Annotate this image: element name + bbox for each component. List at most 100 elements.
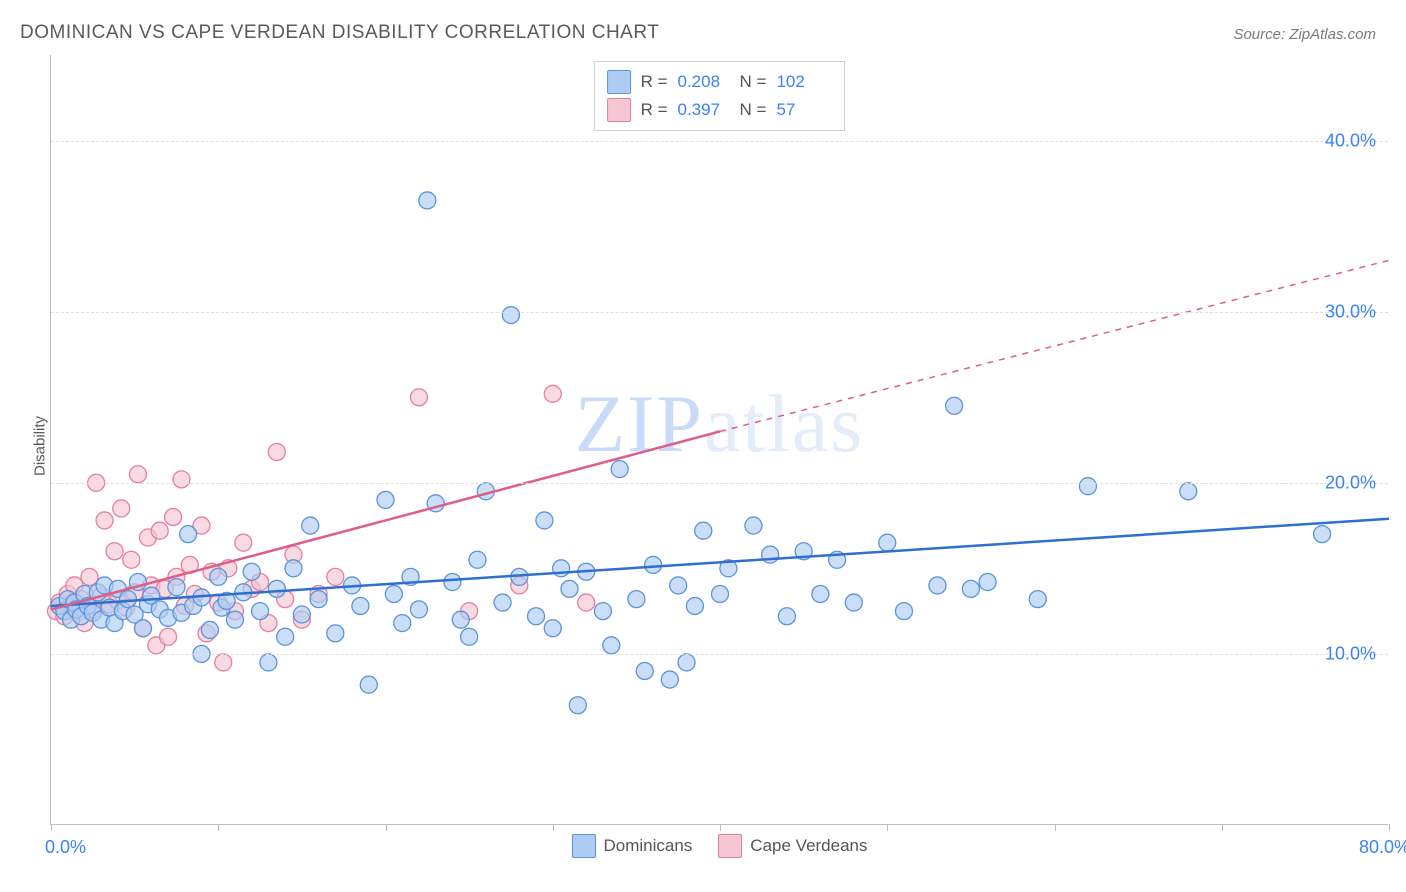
data-point <box>310 591 327 608</box>
data-point <box>544 620 561 637</box>
x-tick-label: 80.0% <box>1359 837 1406 858</box>
swatch-icon <box>607 98 631 122</box>
data-point <box>578 594 595 611</box>
data-point <box>494 594 511 611</box>
legend-item-dominicans: Dominicans <box>571 834 692 858</box>
data-point <box>569 697 586 714</box>
data-point <box>180 526 197 543</box>
data-point <box>201 621 218 638</box>
data-point <box>594 603 611 620</box>
n-value: 102 <box>776 72 828 92</box>
y-tick-label: 20.0% <box>1325 472 1376 493</box>
y-tick-label: 30.0% <box>1325 301 1376 322</box>
y-tick-label: 10.0% <box>1325 643 1376 664</box>
data-point <box>812 586 829 603</box>
data-point <box>352 597 369 614</box>
data-point <box>929 577 946 594</box>
data-point <box>173 471 190 488</box>
data-point <box>1079 478 1096 495</box>
legend-row-capeverdeans: R = 0.397 N = 57 <box>607 96 829 124</box>
legend-row-dominicans: R = 0.208 N = 102 <box>607 68 829 96</box>
grid-line <box>51 312 1388 313</box>
data-point <box>410 601 427 618</box>
legend-label: Cape Verdeans <box>750 836 867 856</box>
data-point <box>293 606 310 623</box>
data-point <box>327 625 344 642</box>
x-tick-mark <box>553 824 554 831</box>
data-point <box>235 534 252 551</box>
grid-line <box>51 483 1388 484</box>
data-point <box>845 594 862 611</box>
r-value: 0.397 <box>678 100 730 120</box>
data-point <box>444 574 461 591</box>
data-point <box>327 568 344 585</box>
grid-line <box>51 654 1388 655</box>
data-point <box>536 512 553 529</box>
data-point <box>168 579 185 596</box>
plot-area: ZIPatlas R = 0.208 N = 102 R = 0.397 N =… <box>50 55 1388 825</box>
data-point <box>160 628 177 645</box>
data-point <box>686 597 703 614</box>
data-point <box>778 608 795 625</box>
legend-label: Dominicans <box>603 836 692 856</box>
x-tick-mark <box>51 824 52 831</box>
data-point <box>603 637 620 654</box>
data-point <box>712 586 729 603</box>
data-point <box>151 522 168 539</box>
data-point <box>252 603 269 620</box>
chart-title: DOMINICAN VS CAPE VERDEAN DISABILITY COR… <box>20 22 659 44</box>
data-point <box>129 466 146 483</box>
data-point <box>962 580 979 597</box>
legend-correlation: R = 0.208 N = 102 R = 0.397 N = 57 <box>594 61 846 131</box>
data-point <box>528 608 545 625</box>
x-tick-mark <box>1222 824 1223 831</box>
data-point <box>119 591 136 608</box>
data-point <box>81 568 98 585</box>
data-point <box>277 628 294 645</box>
data-point <box>215 654 232 671</box>
data-point <box>210 568 227 585</box>
x-tick-mark <box>1389 824 1390 831</box>
x-tick-mark <box>386 824 387 831</box>
data-point <box>165 509 182 526</box>
data-point <box>628 591 645 608</box>
data-point <box>394 615 411 632</box>
data-point <box>360 676 377 693</box>
data-point <box>113 500 130 517</box>
y-tick-label: 40.0% <box>1325 130 1376 151</box>
scatter-svg <box>51 55 1388 824</box>
data-point <box>123 551 140 568</box>
swatch-icon <box>607 70 631 94</box>
data-point <box>106 543 123 560</box>
legend-item-capeverdeans: Cape Verdeans <box>718 834 867 858</box>
data-point <box>410 389 427 406</box>
r-label: R = <box>641 100 668 120</box>
data-point <box>134 620 151 637</box>
data-point <box>979 574 996 591</box>
chart-source: Source: ZipAtlas.com <box>1233 26 1376 43</box>
data-point <box>670 577 687 594</box>
data-point <box>243 563 260 580</box>
n-label: N = <box>740 72 767 92</box>
x-tick-mark <box>218 824 219 831</box>
data-point <box>260 654 277 671</box>
data-point <box>946 397 963 414</box>
y-axis-label: Disability <box>32 416 49 476</box>
data-point <box>268 580 285 597</box>
data-point <box>611 461 628 478</box>
chart-container: DOMINICAN VS CAPE VERDEAN DISABILITY COR… <box>0 0 1406 892</box>
data-point <box>268 443 285 460</box>
r-label: R = <box>641 72 668 92</box>
n-value: 57 <box>776 100 828 120</box>
trend-line <box>51 431 720 609</box>
data-point <box>419 192 436 209</box>
swatch-icon <box>571 834 595 858</box>
data-point <box>502 307 519 324</box>
data-point <box>645 556 662 573</box>
data-point <box>285 560 302 577</box>
x-tick-mark <box>1055 824 1056 831</box>
data-point <box>695 522 712 539</box>
data-point <box>385 586 402 603</box>
data-point <box>745 517 762 534</box>
x-tick-mark <box>887 824 888 831</box>
